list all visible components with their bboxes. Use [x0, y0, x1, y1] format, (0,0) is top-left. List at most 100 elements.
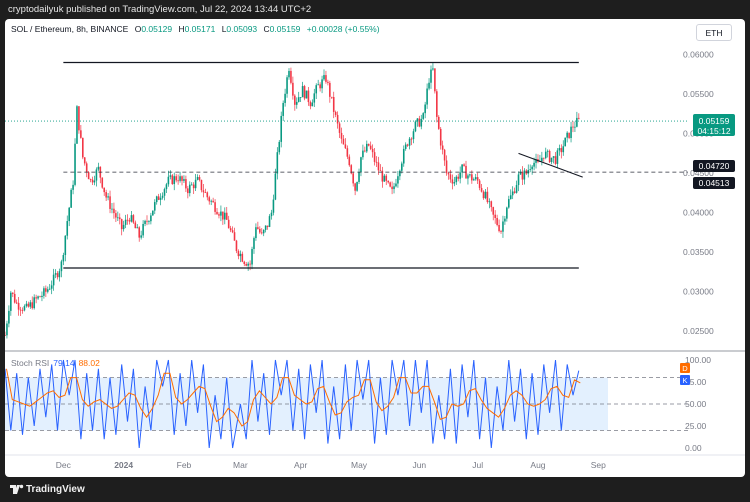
candle [105, 189, 107, 201]
candle [303, 84, 306, 101]
price-tick-label: 0.03500 [683, 247, 714, 257]
candle [379, 164, 382, 172]
stoch-legend: Stoch RSI 79.14 88.02 [11, 358, 100, 368]
candle [107, 192, 109, 201]
candle [459, 166, 461, 184]
candle [251, 246, 253, 270]
candle [418, 115, 421, 128]
candle [541, 151, 543, 166]
candle [192, 182, 195, 195]
candle [290, 67, 292, 85]
candle [144, 219, 146, 227]
legend-l-label: L [221, 24, 227, 34]
candle [179, 171, 181, 183]
time-tick-label: Sep [591, 460, 606, 470]
candle [249, 260, 251, 271]
legend-close: 0.05159 [269, 24, 301, 34]
candle [13, 289, 16, 304]
candle [99, 166, 102, 184]
legend-open: 0.05129 [141, 24, 173, 34]
candle [509, 189, 512, 200]
candle [282, 100, 284, 121]
candle [472, 177, 475, 181]
candle [548, 149, 551, 164]
price-tick-label: 0.04500 [683, 168, 714, 178]
candle [56, 271, 59, 280]
candle [416, 117, 419, 127]
legend-low: 0.05093 [226, 24, 258, 34]
candle [482, 190, 485, 200]
time-tick-label: Apr [294, 460, 307, 470]
candle [356, 181, 358, 192]
candle [295, 97, 298, 109]
candle [80, 125, 82, 139]
candle [321, 75, 323, 94]
candle [568, 132, 570, 140]
candle [500, 229, 502, 234]
candle [138, 226, 141, 242]
annotations [5, 61, 688, 269]
candle [6, 320, 8, 339]
candle [511, 186, 514, 200]
candle [35, 294, 37, 304]
eth-symbol-button[interactable]: ETH [696, 24, 732, 41]
candle [562, 140, 565, 156]
candle [210, 199, 212, 206]
candle [369, 141, 372, 151]
footer-brand: TradingView [26, 484, 85, 495]
candle [474, 173, 477, 181]
candle [60, 259, 63, 278]
candle [33, 294, 35, 310]
candle [453, 176, 456, 187]
candle [78, 106, 80, 134]
candle [469, 173, 471, 178]
candle [354, 182, 356, 196]
candle [76, 105, 78, 144]
candle [155, 195, 158, 205]
legend-c-label: C [263, 24, 270, 34]
candle [224, 207, 226, 225]
candle [364, 146, 366, 153]
candle [187, 185, 189, 199]
candle [264, 225, 267, 233]
stoch-axis: 100.00 75.00 50.00 25.00 0.00 DK [680, 355, 711, 453]
candle [89, 178, 92, 183]
candle [118, 213, 121, 225]
candle [262, 229, 265, 237]
candle [478, 179, 481, 191]
candle [177, 174, 179, 185]
candle [550, 157, 553, 165]
candle [274, 168, 277, 201]
candle [451, 174, 454, 190]
candle [241, 251, 244, 263]
candle [124, 214, 127, 229]
candle [225, 206, 228, 220]
candle [484, 188, 487, 200]
candle [113, 202, 115, 219]
candle [52, 268, 55, 291]
candle [165, 182, 168, 194]
time-tick-label: Mar [233, 460, 248, 470]
legend-h-label: H [178, 24, 185, 34]
candle [227, 215, 230, 229]
candle [373, 148, 376, 166]
candle [95, 167, 98, 187]
price-chart[interactable]: 0.060000.055000.050000.045000.040000.035… [5, 19, 745, 477]
publisher-bar: cryptodailyuk published on TradingView.c… [0, 0, 750, 19]
candle [389, 181, 391, 188]
candle [317, 79, 319, 86]
candle [173, 172, 176, 191]
candle [8, 305, 10, 328]
candle [185, 175, 187, 192]
time-axis: Dec 2024 Feb Mar Apr May Jun Jul Aug Sep [56, 460, 606, 470]
candle [66, 215, 69, 240]
candle [136, 224, 139, 229]
candle [393, 182, 395, 194]
candle [272, 194, 275, 216]
candle [169, 170, 172, 180]
candle [82, 137, 84, 160]
candle [23, 304, 26, 312]
candle [515, 180, 518, 194]
candle [346, 145, 349, 160]
candle [198, 174, 201, 182]
